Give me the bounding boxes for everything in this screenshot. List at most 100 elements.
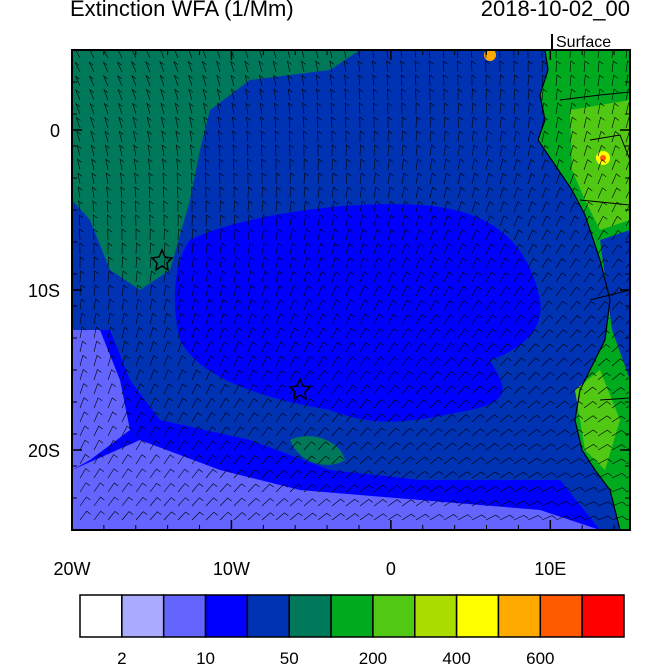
wind-barb	[583, 415, 598, 423]
wind-barb	[611, 159, 621, 171]
wind-barb	[429, 271, 439, 283]
wind-barb	[135, 411, 146, 423]
wind-barb	[387, 342, 399, 353]
wind-barb	[233, 158, 238, 171]
x-tick-label: 10W	[213, 559, 250, 579]
wind-barb	[359, 299, 369, 311]
wind-barb	[372, 50, 377, 59]
wind-barb	[107, 256, 113, 269]
wind-barb	[611, 315, 624, 325]
wind-barb	[569, 74, 576, 87]
wind-barb	[233, 298, 242, 311]
wind-barb	[373, 116, 379, 129]
wind-barb	[117, 74, 123, 87]
field-region	[575, 370, 620, 470]
wind-barb	[499, 343, 512, 353]
wind-barb	[583, 130, 592, 143]
wind-barb	[177, 411, 188, 423]
wind-barb	[485, 172, 493, 185]
wind-barb	[189, 130, 195, 143]
wind-barb	[289, 228, 297, 241]
wind-barb	[583, 173, 593, 185]
wind-barb	[329, 50, 334, 59]
wind-barb	[527, 443, 542, 451]
wind-barb	[107, 454, 118, 465]
wind-barb	[485, 201, 494, 213]
wind-barb	[205, 214, 211, 227]
wind-barb	[555, 272, 567, 283]
wind-barb	[443, 88, 449, 101]
wind-barb	[485, 328, 497, 339]
wind-barb	[345, 370, 357, 381]
wind-barb	[345, 116, 350, 129]
wind-barb	[191, 440, 203, 451]
wind-barb	[387, 228, 396, 241]
colorbar-label: 2	[117, 649, 126, 667]
wind-barb	[289, 242, 297, 255]
wind-barb	[344, 88, 349, 101]
wind-barb	[219, 426, 231, 437]
wind-barb	[317, 412, 329, 423]
wind-barb	[443, 300, 454, 311]
wind-barb	[359, 200, 367, 213]
wind-barb	[132, 102, 137, 115]
wind-barb	[415, 399, 428, 409]
wind-barb	[135, 496, 148, 507]
wind-barb	[499, 74, 505, 87]
station-marker	[288, 377, 312, 401]
wind-barb	[373, 130, 379, 143]
wind-barb	[135, 482, 147, 493]
wind-barb	[597, 74, 604, 87]
wind-barb	[104, 116, 109, 129]
wind-barb	[485, 243, 495, 255]
wind-barb	[541, 272, 553, 283]
wind-barb	[261, 384, 272, 395]
wind-barb	[401, 116, 407, 129]
wind-barb	[527, 400, 541, 409]
wind-barb	[471, 215, 480, 227]
wind-barb	[247, 512, 261, 521]
wind-barb	[387, 285, 397, 297]
wind-barb	[387, 186, 395, 199]
wind-barb	[429, 471, 443, 479]
wind-barb	[569, 315, 582, 325]
wind-barb	[611, 472, 627, 479]
colorbar-label: 600	[526, 649, 554, 667]
wind-barb	[134, 172, 139, 185]
wind-barb	[583, 244, 594, 255]
wind-barb	[317, 441, 330, 451]
wind-barb	[415, 456, 429, 465]
wind-barb	[555, 215, 565, 227]
wind-barb	[387, 384, 400, 395]
wind-barb	[386, 74, 392, 87]
wind-barb	[401, 370, 413, 381]
wind-barb	[583, 159, 592, 171]
wind-barb	[387, 243, 396, 255]
colorbar-box	[162, 594, 207, 638]
wind-barb	[331, 299, 341, 311]
wind-barb	[176, 158, 181, 171]
wind-barb	[135, 425, 146, 437]
wind-barb	[135, 440, 146, 451]
wind-barb	[191, 511, 204, 521]
wind-barb	[191, 312, 200, 325]
wind-barb	[233, 313, 242, 325]
wind-barb	[135, 312, 143, 325]
wind-barb	[79, 510, 91, 521]
wind-barb	[275, 228, 282, 241]
wind-barb	[149, 200, 154, 213]
wind-barb	[457, 328, 469, 339]
wind-barb	[499, 314, 511, 325]
wind-barb	[443, 456, 457, 465]
wind-barb	[247, 455, 260, 465]
wind-barb	[219, 355, 229, 367]
field-region	[72, 230, 150, 310]
wind-barb	[443, 428, 457, 437]
wind-barb	[160, 116, 166, 129]
wind-barb	[625, 390, 630, 395]
wind-barb	[443, 514, 458, 521]
wind-barb	[415, 413, 428, 423]
wind-barb	[79, 284, 86, 297]
wind-barb	[289, 172, 295, 185]
wind-barb	[415, 229, 424, 241]
